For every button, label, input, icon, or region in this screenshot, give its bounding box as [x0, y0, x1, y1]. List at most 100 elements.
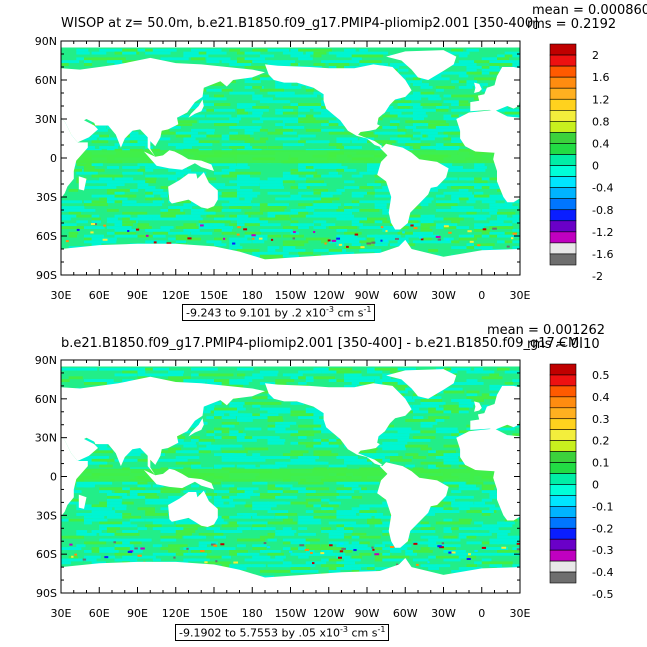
ocean-band: [168, 131, 179, 135]
ocean-band: [183, 120, 197, 124]
ocean-band: [206, 561, 231, 565]
southern-ocean-speck: [200, 550, 205, 553]
ocean-band: [405, 108, 429, 112]
ocean-band: [137, 134, 148, 138]
ocean-band: [321, 558, 333, 562]
ocean-band: [221, 456, 232, 459]
ocean-band: [443, 177, 458, 181]
ocean-band: [252, 94, 263, 98]
ocean-band: [106, 493, 127, 496]
ocean-band: [504, 51, 520, 55]
southern-ocean-speck: [468, 553, 471, 556]
southern-ocean-speck: [200, 224, 204, 227]
ocean-band: [68, 535, 81, 539]
ocean-band: [206, 186, 223, 189]
ocean-band: [229, 206, 242, 209]
ocean-band: [236, 180, 252, 184]
ocean-band: [221, 186, 241, 189]
ocean-band: [474, 197, 499, 201]
ocean-band: [152, 191, 168, 195]
ocean-band: [152, 231, 166, 235]
southern-ocean-speck: [173, 556, 176, 559]
ocean-band: [298, 441, 324, 445]
ocean-band: [451, 453, 462, 457]
ocean-band: [214, 413, 225, 417]
ocean-band: [282, 117, 304, 121]
ocean-band: [122, 458, 144, 462]
ocean-band: [106, 527, 120, 531]
ocean-band: [206, 208, 222, 212]
ocean-band: [359, 481, 380, 485]
ocean-band: [466, 194, 480, 198]
ocean-band: [435, 544, 461, 548]
ocean-band: [160, 131, 173, 135]
ocean-band: [474, 223, 494, 227]
ocean-band: [252, 575, 275, 578]
ocean-band: [282, 518, 293, 522]
ocean-band: [61, 206, 85, 209]
ocean-band: [290, 126, 304, 129]
ocean-band: [267, 382, 278, 385]
ocean-band: [321, 504, 330, 508]
ocean-band: [198, 367, 210, 371]
ocean-band: [91, 504, 110, 508]
ocean-band: [321, 206, 339, 209]
ocean-band: [214, 416, 225, 420]
colorbar-label: -0.8: [592, 204, 613, 217]
equatorial-band: [61, 468, 520, 482]
ocean-band: [435, 200, 460, 204]
ocean-band: [68, 211, 81, 215]
ocean-band: [252, 555, 271, 559]
ocean-band: [61, 60, 80, 64]
ocean-band: [282, 254, 292, 258]
ocean-band: [504, 538, 519, 542]
ocean-band: [435, 208, 459, 212]
ocean-band: [252, 60, 273, 64]
ocean-band: [122, 180, 148, 184]
ocean-band: [420, 203, 429, 207]
ocean-band: [321, 527, 332, 531]
ocean-band: [83, 550, 98, 553]
southern-ocean-speck: [448, 231, 452, 234]
southern-ocean-speck: [390, 545, 395, 548]
ocean-band: [298, 481, 324, 485]
ocean-band: [474, 367, 484, 371]
ocean-band: [344, 456, 358, 459]
southern-ocean-speck: [270, 238, 274, 241]
ocean-band: [474, 163, 485, 167]
southern-ocean-speck: [512, 232, 517, 235]
southern-ocean-speck: [312, 562, 315, 565]
ocean-band: [466, 481, 484, 485]
ocean-band: [191, 57, 205, 61]
ocean-band: [214, 444, 233, 448]
ocean-band: [443, 547, 456, 551]
ocean-band: [328, 569, 341, 573]
ocean-band: [359, 547, 382, 551]
ocean-band: [267, 146, 283, 149]
ocean-band: [336, 521, 357, 525]
ocean-band: [290, 413, 316, 417]
ocean-band: [106, 524, 121, 528]
ocean-band: [435, 427, 448, 431]
ocean-band: [344, 564, 367, 568]
ocean-band: [420, 91, 435, 95]
ocean-band: [68, 234, 77, 238]
ocean-band: [267, 63, 284, 66]
ocean-band: [68, 547, 82, 551]
ocean-band: [481, 524, 501, 528]
ocean-band: [451, 382, 466, 385]
ocean-band: [351, 515, 372, 519]
ocean-band: [298, 168, 309, 172]
ocean-band: [298, 433, 315, 437]
ocean-band: [298, 490, 316, 494]
ocean-band: [252, 373, 278, 377]
colorbar-swatch: [549, 462, 577, 474]
southern-ocean-speck: [474, 549, 478, 552]
ocean-band: [198, 450, 211, 454]
ocean-band: [152, 558, 161, 562]
southern-ocean-speck: [469, 240, 474, 243]
ocean-band: [474, 399, 484, 402]
ocean-band: [275, 206, 287, 209]
lat-label: 60S: [36, 548, 57, 561]
ocean-band: [83, 515, 105, 519]
